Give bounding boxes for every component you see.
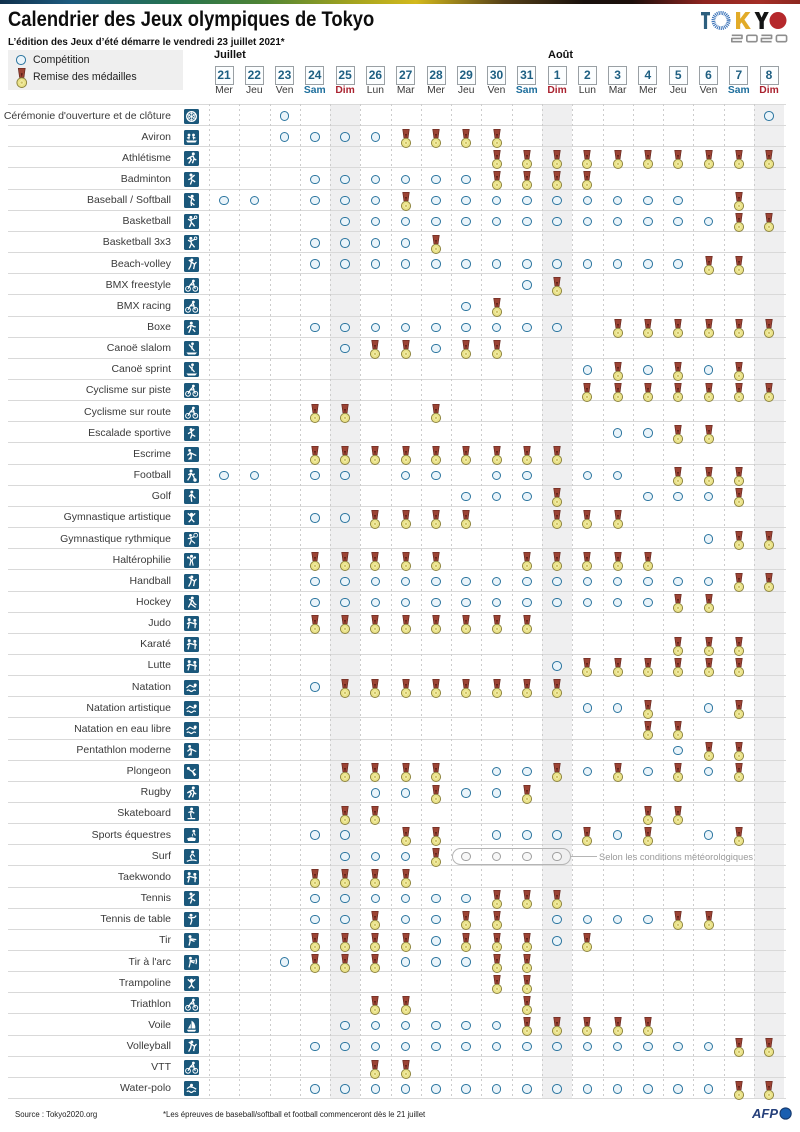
svg-text:AFP: AFP <box>752 1106 778 1121</box>
